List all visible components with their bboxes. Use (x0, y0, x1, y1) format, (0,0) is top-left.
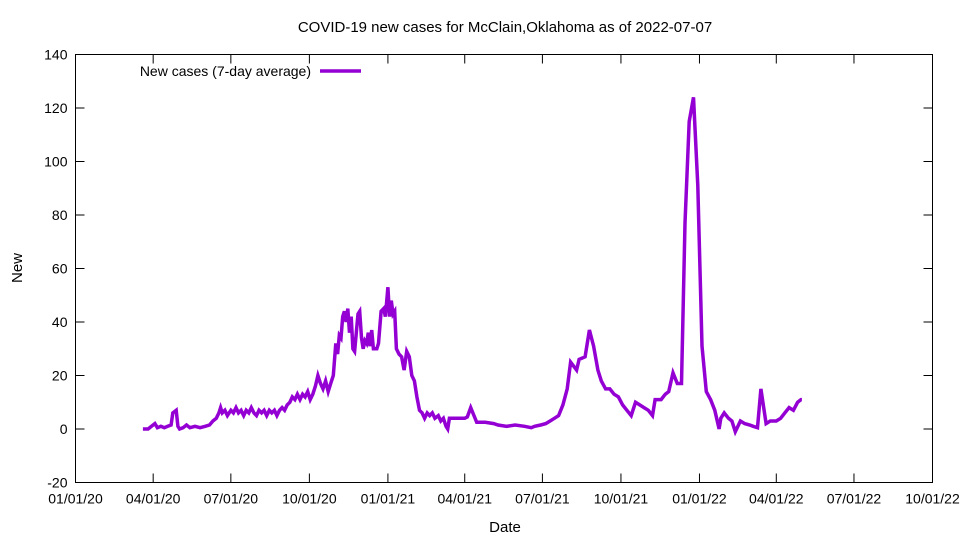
y-tick-label: -20 (47, 475, 67, 491)
x-tick-label: 01/01/22 (672, 491, 727, 507)
x-tick-label: 07/01/21 (515, 491, 570, 507)
y-tick-label: 20 (52, 368, 68, 384)
series-layer (142, 96, 803, 437)
x-tick-label: 10/01/22 (905, 491, 960, 507)
y-tick-label: 80 (52, 207, 68, 223)
y-axis-title: New (9, 253, 26, 283)
series-line (142, 96, 803, 437)
y-axis: -20 0 20 40 60 80 100 120 140 (44, 47, 933, 491)
y-tick-label: 100 (44, 154, 68, 170)
x-tick-label: 01/01/21 (361, 491, 416, 507)
x-tick-label: 10/01/21 (594, 491, 649, 507)
y-tick-label: 120 (44, 100, 68, 116)
x-tick-label: 07/01/22 (827, 491, 882, 507)
y-tick-label: 60 (52, 261, 68, 277)
x-axis-title: Date (489, 519, 521, 536)
x-axis: 01/01/20 04/01/20 07/01/20 10/01/20 01/01/21… (48, 54, 960, 507)
plot-border (75, 54, 933, 483)
legend-label: New cases (7-day average) (140, 63, 311, 79)
x-tick-label: 07/01/20 (204, 491, 259, 507)
y-tick-label: 140 (44, 47, 68, 63)
y-tick-label: 40 (52, 314, 68, 330)
chart-title: COVID-19 new cases for McClain,Oklahoma … (298, 19, 712, 36)
x-tick-label: 04/01/21 (437, 491, 492, 507)
x-tick-label: 04/01/20 (126, 491, 181, 507)
y-tick-label: 0 (60, 421, 68, 437)
legend: New cases (7-day average) (140, 63, 361, 79)
plot-area (75, 54, 933, 483)
x-tick-label: 04/01/22 (749, 491, 804, 507)
x-tick-label: 01/01/20 (48, 491, 103, 507)
x-tick-label: 10/01/20 (282, 491, 337, 507)
